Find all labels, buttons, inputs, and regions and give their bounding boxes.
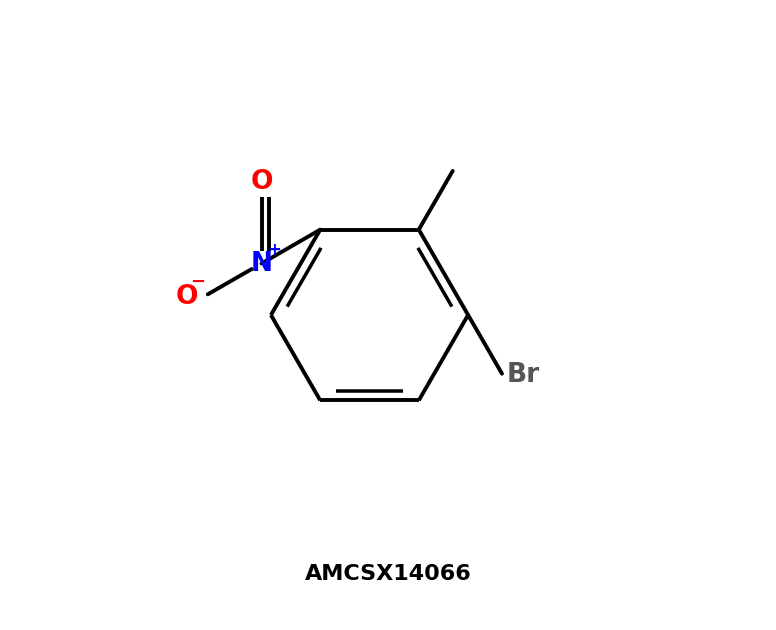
Text: N: N	[251, 251, 272, 277]
Text: −: −	[190, 273, 206, 291]
Text: AMCSX14066: AMCSX14066	[305, 564, 471, 584]
Text: O: O	[251, 169, 273, 195]
Text: +: +	[267, 241, 281, 259]
Text: Br: Br	[507, 362, 540, 388]
Text: O: O	[175, 284, 198, 311]
